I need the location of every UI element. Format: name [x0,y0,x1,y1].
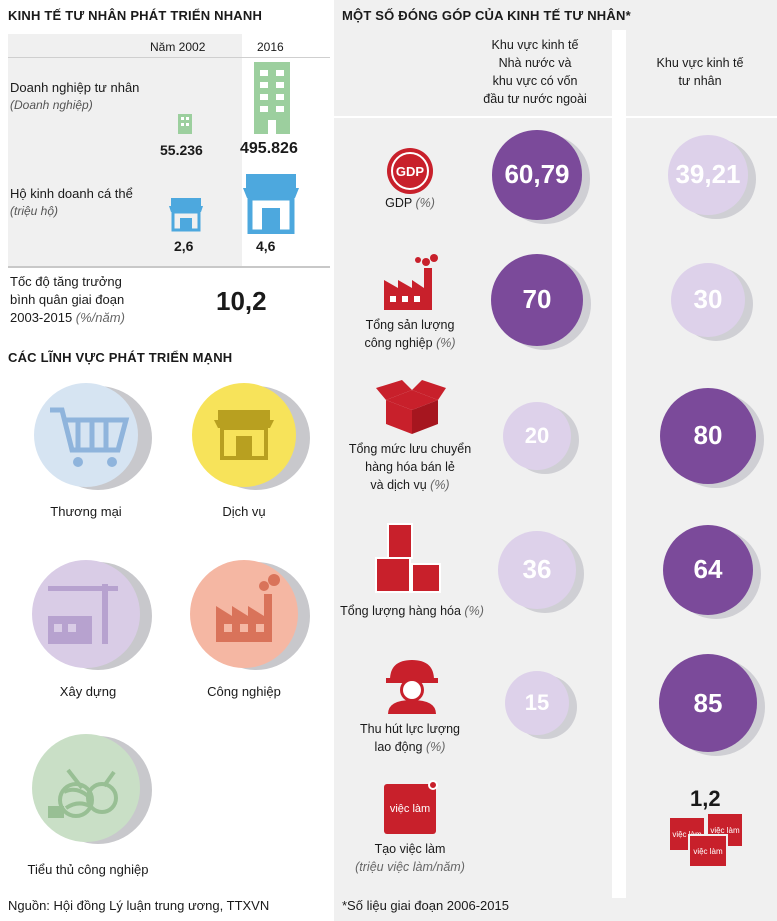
circle-state-0: 60,79 [492,130,582,220]
sector-services: Dịch vụ [174,380,314,520]
jobs-badge-text: việc làm [389,803,431,815]
row-industry-unit: (%) [436,336,456,350]
yarn-icon [32,734,152,844]
growth-line1: Tốc độ tăng trưởng [10,274,122,289]
row-retail-label: Tổng mức lưu chuyển hàng hóa bán lẻ và d… [336,440,484,494]
col-header-2002: Năm 2002 [150,40,206,54]
growth-period: 2003-2015 [10,310,73,325]
row2-value-2002: 2,6 [174,238,194,254]
jobs-stack-card-3: việc làm [688,834,728,868]
row-industry-l1: Tổng sản lượng [365,318,455,332]
col1-header-line2: Nhà nước và [498,56,572,70]
sector-industry-label: Công nghiệp [207,684,281,699]
crane-icon [32,560,152,670]
row-labor-label: Thu hút lực lượng lao động (%) [342,720,478,756]
source-note: Nguồn: Hội đồng Lý luận trung ương, TTXV… [8,898,270,913]
row-goods-label: Tổng lượng hàng hóa (%) [334,602,490,620]
row-retail-l2: hàng hóa bán lẻ [365,460,455,474]
row2-label: Hộ kinh doanh cá thể [10,186,133,201]
sector-industry: Công nghiệp [174,554,314,704]
header-line [8,57,330,58]
cart-icon [34,383,152,490]
col-header-2016: 2016 [257,40,284,54]
table-divider [8,266,330,268]
row-retail-l1: Tổng mức lưu chuyển [348,442,472,456]
row-gdp-label: GDP (%) [342,194,478,212]
worker-helmet-icon [386,660,438,714]
row2-unit: (triệu hộ) [10,204,59,218]
row-industry-l2: công nghiệp [364,336,433,350]
sector-services-label: Dịch vụ [222,504,266,519]
factory-icon [190,560,310,670]
growth-line2: bình quân giai đoạn [10,292,125,307]
gdp-badge-text: GDP [396,164,425,179]
sector-commerce: Thương mại [18,380,158,520]
sector-handicraft: Tiểu thủ công nghiệp [18,728,178,888]
row1-value-2002: 55.236 [160,142,203,158]
building-small-icon [178,114,192,134]
circle-private-3: 64 [662,524,754,616]
row2-value-2016: 4,6 [256,238,276,254]
factory-red-icon [384,254,438,310]
row-gdp-l1: GDP [385,196,412,210]
col1-header-line1: Khu vực kinh tế [491,38,579,52]
growth-unit: (%/năm) [75,310,125,325]
sector-handicraft-label: Tiểu thủ công nghiệp [27,862,149,877]
row-labor-unit: (%) [426,740,446,754]
jobs-stack-icon: việc làm việc làm việc làm [668,812,768,868]
row-jobs-l1: Tạo việc làm [374,842,446,856]
circle-state-2: 20 [502,401,572,471]
shop-large-icon [243,174,299,234]
row1-value-2016: 495.826 [240,140,298,157]
circle-state-3: 36 [498,531,576,609]
row-industry-label: Tổng sản lượng công nghiệp (%) [342,316,478,352]
row-jobs-label: Tạo việc làm (triệu việc làm/năm) [342,840,478,876]
right-title: MỘT SỐ ĐÓNG GÓP CỦA KINH TẾ TƯ NHÂN* [342,8,631,23]
building-large-icon [254,62,290,134]
col1-header-line4: đầu tư nước ngoài [483,92,587,106]
circle-private-2: 80 [659,387,757,485]
col1-header: Khu vực kinh tế Nhà nước và khu vực có v… [460,36,610,108]
row-retail-unit: (%) [430,478,450,492]
row-labor-l1: Thu hút lực lượng [360,722,460,736]
row1-unit: (Doanh nghiệp) [10,98,93,112]
circle-private-0: 39,21 [668,135,748,215]
jobs-value: 1,2 [690,786,721,811]
storefront-icon [192,383,310,490]
row-labor-l2: lao động [374,740,423,754]
box-icon [376,380,446,434]
right-header-line [334,116,777,118]
cubes-icon [375,523,441,593]
row-goods-l1: Tổng lượng hàng hóa [340,604,461,618]
circle-state-1: 70 [490,253,584,347]
table-panel-2002 [8,34,242,266]
row-gdp-unit: (%) [415,196,435,210]
row-jobs-unit: (triệu việc làm/năm) [355,860,465,874]
sector-construction: Xây dựng [18,554,158,704]
jobs-badge-icon: việc làm [384,784,436,834]
gdp-badge-icon: GDP [387,148,433,194]
col1-header-line3: khu vực có vốn [492,74,578,88]
growth-line3: 2003-2015 (%/năm) [10,310,125,325]
growth-value: 10,2 [216,286,267,316]
row-goods-unit: (%) [464,604,484,618]
footnote: *Số liệu giai đoạn 2006-2015 [342,898,509,913]
shop-small-icon [169,198,203,232]
sector-construction-label: Xây dựng [59,684,117,699]
jobs-badge-pin [428,780,438,790]
col2-header: Khu vực kinh tế tư nhân [630,54,770,90]
circle-state-4: 15 [504,670,570,736]
sectors-title: CÁC LĨNH VỰC PHÁT TRIỂN MẠNH [8,350,233,365]
right-column-separator [612,30,626,898]
circle-private-4: 85 [659,654,757,752]
left-title: KINH TẾ TƯ NHÂN PHÁT TRIỂN NHANH [8,8,263,23]
sector-commerce-label: Thương mại [50,504,122,519]
col2-header-line1: Khu vực kinh tế [656,56,744,70]
circle-private-1: 30 [670,262,746,338]
row1-label: Doanh nghiệp tư nhân [10,80,140,95]
col2-header-line2: tư nhân [678,74,722,88]
row-retail-l3: và dịch vụ [370,478,427,492]
